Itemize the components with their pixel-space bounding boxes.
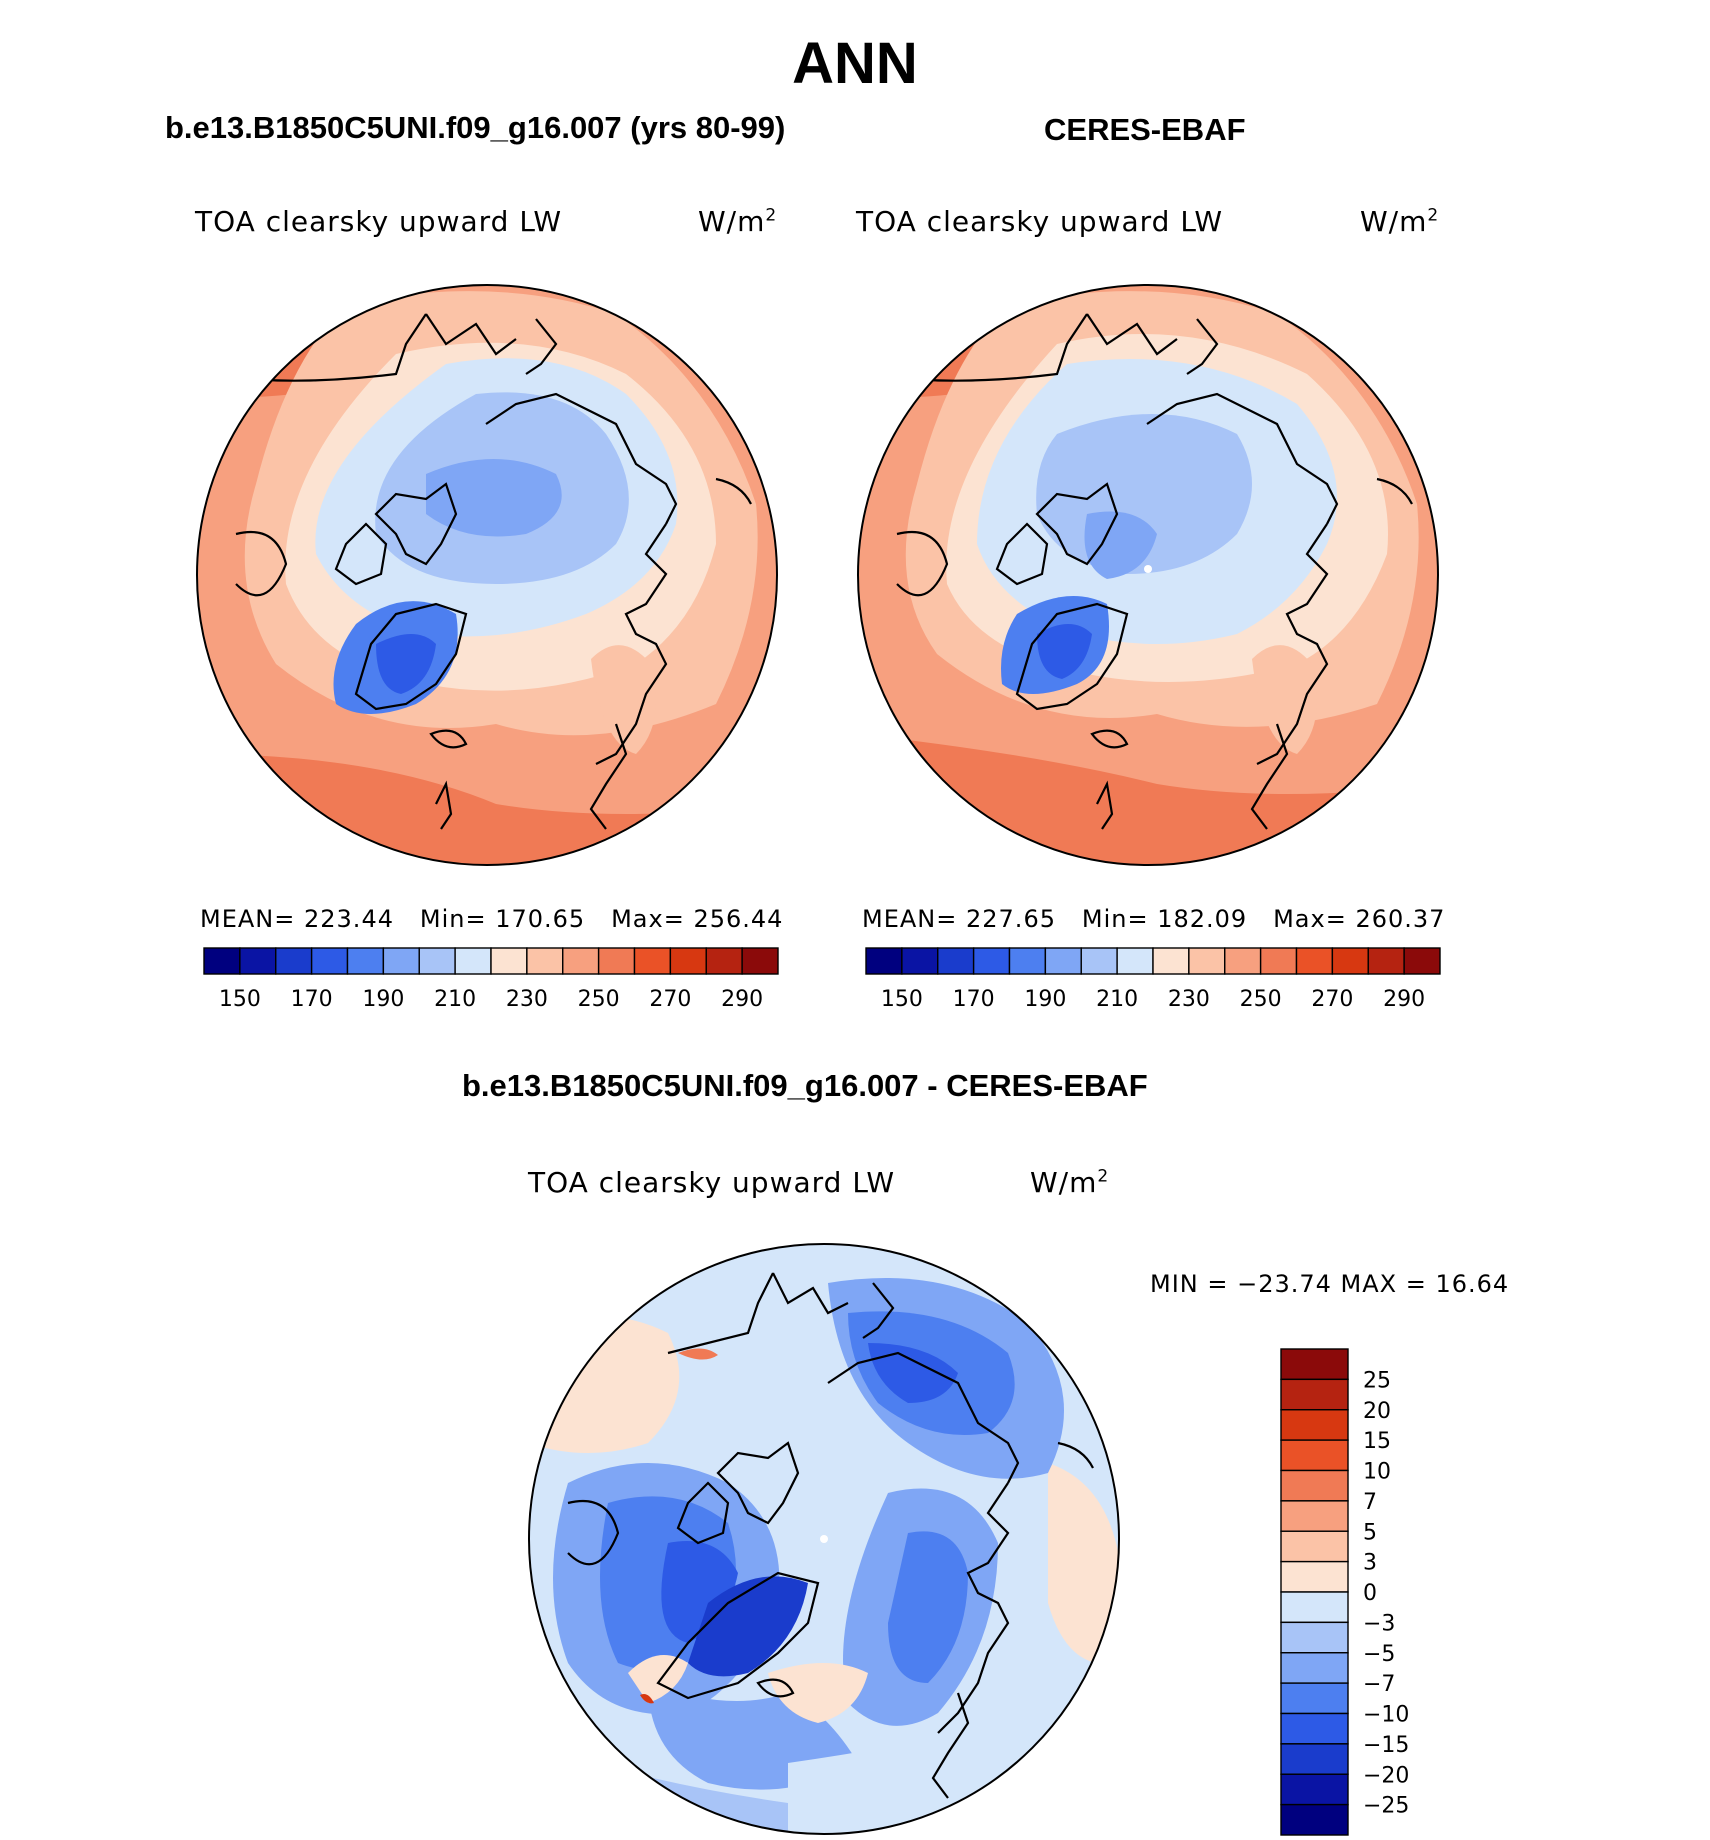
panel2-stats: MEAN= 227.65 Min= 182.09 Max= 260.37 bbox=[862, 905, 1446, 933]
diff-colorbar-tick-label: 5 bbox=[1363, 1520, 1377, 1545]
panel2-colorbar-tick-label: 170 bbox=[953, 987, 995, 1012]
diff-colorbar-tick-label: −15 bbox=[1363, 1733, 1409, 1758]
panel2-colorbar-swatch bbox=[1008, 947, 1047, 975]
panel2-colorbar-swatch bbox=[937, 947, 975, 975]
panel2-colorbar-swatch bbox=[1331, 947, 1369, 975]
panel1-variable-label: TOA clearsky upward LW bbox=[195, 205, 563, 238]
panel1-colorbar-tick-label: 250 bbox=[578, 987, 620, 1012]
panel1-colorbar-swatch bbox=[203, 947, 241, 975]
panel2-colorbar-swatch bbox=[1259, 947, 1298, 975]
panel1-colorbar-swatch bbox=[490, 947, 528, 975]
panel2-colorbar-tick-label: 270 bbox=[1311, 987, 1353, 1012]
diff-colorbar-tick-label: −25 bbox=[1363, 1794, 1409, 1819]
diff-colorbar-swatch bbox=[1280, 1682, 1349, 1715]
diff-colorbar-tick-label: 25 bbox=[1363, 1368, 1391, 1393]
panel2-colorbar-swatch bbox=[1152, 947, 1190, 975]
diff-colorbar-swatch bbox=[1280, 1500, 1349, 1532]
panel2-colorbar-swatch bbox=[1044, 947, 1082, 975]
diff-colorbar-tick-label: 3 bbox=[1363, 1551, 1377, 1576]
panel1-colorbar-tick-label: 270 bbox=[649, 987, 691, 1012]
panel1-colorbar-swatch bbox=[346, 947, 385, 975]
diff-colorbar-swatch bbox=[1280, 1621, 1349, 1654]
diff-colorbar-swatch bbox=[1280, 1712, 1349, 1745]
panel1-colorbar-swatch bbox=[705, 947, 743, 975]
panel1-colorbar-swatch bbox=[597, 947, 636, 975]
panel1-polar-map bbox=[196, 284, 778, 866]
panel2-colorbar-swatch bbox=[972, 947, 1011, 975]
panel2-polar-map bbox=[857, 284, 1439, 866]
panel1-colorbar-swatch bbox=[669, 947, 707, 975]
diff-colorbar-swatch bbox=[1280, 1773, 1349, 1806]
diff-colorbar-swatch bbox=[1280, 1530, 1349, 1563]
panel1-colorbar: 150 170 190 210 230 250 270 290 bbox=[203, 947, 779, 1012]
panel2-case-title: CERES-EBAF bbox=[1044, 112, 1246, 147]
panel1-stats: MEAN= 223.44 Min= 170.65 Max= 256.44 bbox=[200, 905, 784, 933]
diff-colorbar-tick-label: −20 bbox=[1363, 1763, 1409, 1788]
diff-minmax: MIN = −23.74 MAX = 16.64 bbox=[1150, 1270, 1510, 1298]
diff-colorbar-swatch bbox=[1280, 1652, 1349, 1684]
panel1-colorbar-tick-label: 170 bbox=[291, 987, 333, 1012]
diff-colorbar-swatch bbox=[1280, 1409, 1349, 1441]
diff-colorbar: 25 20 15 10 7 5 3 0 −3 −5 −7 −10 −15 −20 −25 bbox=[1280, 1348, 1409, 1836]
panel1-colorbar-tick-label: 290 bbox=[721, 987, 763, 1012]
panel1-colorbar-swatch bbox=[382, 947, 420, 975]
panel2-colorbar-swatch bbox=[901, 947, 939, 975]
panel2-colorbar-swatch bbox=[1080, 947, 1118, 975]
diff-colorbar-tick-label: 0 bbox=[1363, 1581, 1377, 1606]
diff-colorbar-tick-label: −7 bbox=[1363, 1672, 1395, 1697]
panel1-colorbar-swatch bbox=[526, 947, 564, 975]
diff-colorbar-swatch bbox=[1280, 1439, 1349, 1472]
panel2-colorbar-swatch bbox=[1367, 947, 1405, 975]
panel1-colorbar-swatch bbox=[418, 947, 456, 975]
diff-variable-label: TOA clearsky upward LW bbox=[528, 1166, 896, 1199]
panel2-colorbar-tick-label: 190 bbox=[1024, 987, 1066, 1012]
panel2-colorbar-tick-label: 150 bbox=[881, 987, 923, 1012]
panel1-colorbar-swatch bbox=[310, 947, 349, 975]
panel1-colorbar-tick-label: 150 bbox=[219, 987, 261, 1012]
panel2-colorbar-swatch bbox=[1295, 947, 1334, 975]
panel1-colorbar-swatch bbox=[562, 947, 600, 975]
diff-colorbar-tick-label: 15 bbox=[1363, 1429, 1391, 1454]
diff-colorbar-swatch bbox=[1280, 1378, 1349, 1411]
panel2-units-label: W/m2 bbox=[1360, 205, 1440, 238]
panel2-colorbar-swatch bbox=[1116, 947, 1154, 975]
panel2-colorbar-swatch bbox=[1224, 947, 1262, 975]
diff-colorbar-swatch bbox=[1280, 1803, 1349, 1836]
panel1-colorbar-tick-label: 230 bbox=[506, 987, 548, 1012]
diff-case-title: b.e13.B1850C5UNI.f09_g16.007 - CERES-EBA… bbox=[462, 1068, 1148, 1103]
diff-colorbar-tick-label: 7 bbox=[1363, 1490, 1377, 1515]
panel2-colorbar-tick-label: 290 bbox=[1383, 987, 1425, 1012]
panel1-colorbar-tick-label: 190 bbox=[362, 987, 404, 1012]
panel2-colorbar-swatch bbox=[1188, 947, 1226, 975]
diff-colorbar-swatch bbox=[1280, 1743, 1349, 1775]
panel2-colorbar: 150 170 190 210 230 250 270 290 bbox=[865, 947, 1441, 1012]
panel1-colorbar-swatch bbox=[454, 947, 492, 975]
diff-colorbar-tick-label: 20 bbox=[1363, 1399, 1391, 1424]
panel1-colorbar-swatch bbox=[741, 947, 779, 975]
panel2-colorbar-tick-label: 230 bbox=[1168, 987, 1210, 1012]
diff-colorbar-tick-label: −3 bbox=[1363, 1611, 1395, 1636]
diff-units-label: W/m2 bbox=[1030, 1166, 1110, 1199]
diff-colorbar-tick-label: −10 bbox=[1363, 1703, 1409, 1728]
panel2-colorbar-swatch bbox=[865, 947, 903, 975]
panel1-colorbar-tick-label: 210 bbox=[434, 987, 476, 1012]
panel1-units-label: W/m2 bbox=[698, 205, 778, 238]
panel1-colorbar-swatch bbox=[633, 947, 672, 975]
panel2-colorbar-swatch bbox=[1403, 947, 1441, 975]
diff-colorbar-swatch bbox=[1280, 1591, 1349, 1624]
diff-colorbar-swatch bbox=[1280, 1348, 1349, 1381]
panel1-colorbar-swatch bbox=[275, 947, 313, 975]
diff-colorbar-swatch bbox=[1280, 1560, 1349, 1593]
panel2-colorbar-tick-label: 250 bbox=[1240, 987, 1282, 1012]
page-title: ANN bbox=[792, 31, 918, 96]
diff-polar-map bbox=[528, 1243, 1120, 1835]
panel1-case-title: b.e13.B1850C5UNI.f09_g16.007 (yrs 80-99) bbox=[165, 110, 786, 145]
panel1-colorbar-swatch bbox=[239, 947, 277, 975]
diff-colorbar-swatch bbox=[1280, 1469, 1349, 1502]
panel2-colorbar-tick-label: 210 bbox=[1096, 987, 1138, 1012]
diff-colorbar-tick-label: −5 bbox=[1363, 1642, 1395, 1667]
panel2-variable-label: TOA clearsky upward LW bbox=[856, 205, 1224, 238]
diff-colorbar-tick-label: 10 bbox=[1363, 1460, 1391, 1485]
